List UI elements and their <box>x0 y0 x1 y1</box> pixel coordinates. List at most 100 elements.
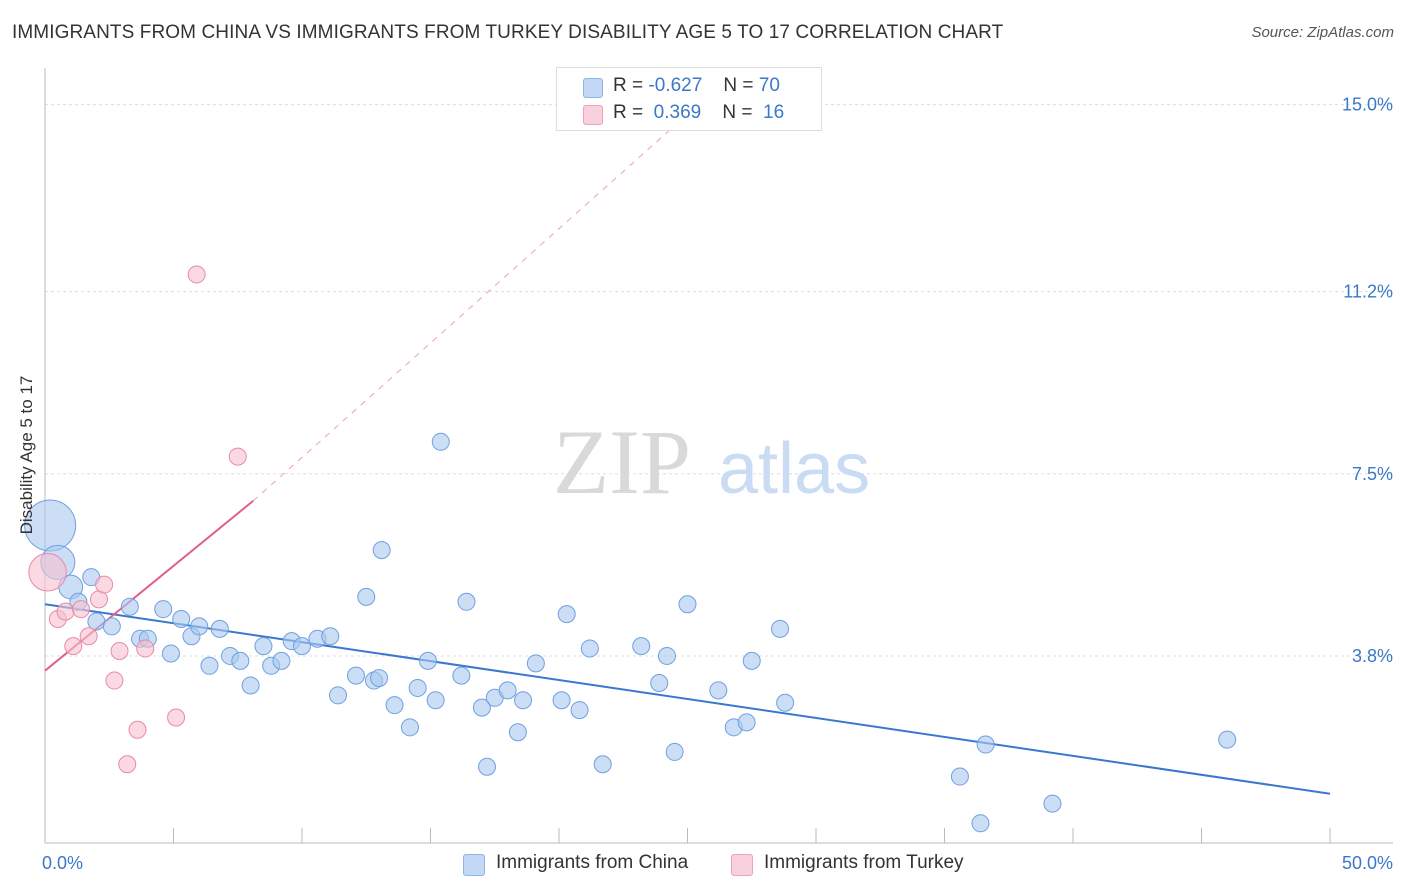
y-tick-label: 7.5% <box>1352 464 1393 484</box>
point-china <box>478 757 497 776</box>
data-points <box>24 265 1237 833</box>
point-china <box>665 742 684 761</box>
point-china <box>657 646 676 665</box>
legend-n-label-turkey: N = <box>722 102 753 123</box>
series-label-turkey: Immigrants from Turkey <box>764 852 964 873</box>
point-china <box>321 627 340 646</box>
y-tick-label: 3.8% <box>1352 646 1393 666</box>
point-china <box>742 651 761 670</box>
point-china <box>709 681 728 700</box>
grid-lines <box>45 104 1393 657</box>
point-china <box>771 619 790 638</box>
point-china <box>172 610 191 629</box>
point-china <box>241 676 260 695</box>
point-china <box>426 691 445 710</box>
point-china <box>472 698 491 717</box>
point-china <box>776 693 795 712</box>
point-turkey <box>28 553 67 592</box>
point-turkey <box>71 600 90 619</box>
point-china <box>737 713 756 732</box>
x-tick-label: 0.0% <box>42 853 83 873</box>
legend-n-label-china: N = <box>723 75 754 96</box>
point-china <box>372 541 391 560</box>
point-china <box>400 718 419 737</box>
point-china <box>357 587 376 606</box>
chart-title: IMMIGRANTS FROM CHINA VS IMMIGRANTS FROM… <box>12 22 1004 43</box>
point-turkey <box>64 637 83 656</box>
point-china <box>514 691 533 710</box>
point-china <box>210 619 229 638</box>
point-turkey <box>110 642 129 661</box>
trend-line-china <box>44 603 1331 795</box>
point-china <box>552 691 571 710</box>
source-label: Source: ZipAtlas.com <box>1251 24 1394 41</box>
axes <box>44 68 1393 844</box>
point-turkey <box>79 627 98 646</box>
y-tick-label: 15.0% <box>1342 95 1393 115</box>
point-turkey <box>167 708 186 727</box>
point-turkey <box>118 755 137 774</box>
point-china <box>293 637 311 656</box>
point-turkey <box>105 671 124 690</box>
watermark-zip: ZIP <box>553 411 691 513</box>
correlation-legend: R = -0.627 N = 70 R = 0.369 N = 16 <box>556 67 822 131</box>
point-china <box>650 674 669 693</box>
point-china <box>971 814 990 833</box>
trend-line-turkey-extension <box>252 79 727 502</box>
point-turkey <box>228 447 247 466</box>
legend-text-china: R = -0.627 N = 70 <box>613 75 780 97</box>
point-china <box>526 654 545 673</box>
point-china <box>580 639 599 658</box>
point-china <box>508 723 527 742</box>
point-turkey <box>128 720 147 739</box>
point-china <box>498 681 517 700</box>
point-china <box>593 755 612 774</box>
x-tick-label: 50.0% <box>1342 853 1393 873</box>
point-china <box>254 637 273 656</box>
watermark-atlas: atlas <box>718 429 870 509</box>
point-china <box>431 432 450 451</box>
point-china <box>408 678 427 697</box>
point-china <box>161 644 180 663</box>
legend-swatch-china <box>583 78 603 98</box>
point-china <box>632 637 651 656</box>
point-china <box>346 666 365 685</box>
legend-r-label-turkey: R = <box>613 102 644 123</box>
series-swatch-china <box>463 854 485 876</box>
legend-r-label-china: R = <box>613 75 644 96</box>
point-china <box>1043 794 1062 813</box>
legend-n-value-china: 70 <box>758 75 780 96</box>
series-label-china: Immigrants from China <box>496 852 689 873</box>
point-china <box>120 597 139 616</box>
point-china <box>385 696 404 715</box>
point-china <box>190 617 209 636</box>
point-china <box>1218 730 1237 749</box>
point-china <box>200 656 219 675</box>
point-china <box>328 686 347 705</box>
point-china <box>570 701 589 720</box>
point-china <box>154 600 173 619</box>
legend-r-value-china: -0.627 <box>648 75 703 96</box>
point-china <box>452 666 471 685</box>
point-china <box>457 592 476 611</box>
point-turkey <box>187 265 206 284</box>
point-turkey <box>136 639 155 658</box>
point-china <box>370 669 389 688</box>
point-china <box>272 651 291 670</box>
y-axis-label: Disability Age 5 to 17 <box>17 375 36 535</box>
legend-r-value-turkey: 0.369 <box>653 102 702 123</box>
point-china <box>678 595 697 614</box>
point-china <box>950 767 969 786</box>
tick-labels: 3.8% 7.5% 11.2% 15.0% 0.0% 50.0% <box>42 95 1393 873</box>
point-china <box>557 605 576 624</box>
y-tick-label: 11.2% <box>1343 282 1393 302</box>
point-turkey <box>56 602 75 621</box>
point-china <box>231 651 250 670</box>
point-china <box>418 651 437 670</box>
point-china <box>102 617 121 636</box>
point-china <box>976 735 995 754</box>
series-swatch-turkey <box>731 854 753 876</box>
legend-swatch-turkey <box>583 105 603 125</box>
legend-n-value-turkey: 16 <box>763 102 785 123</box>
